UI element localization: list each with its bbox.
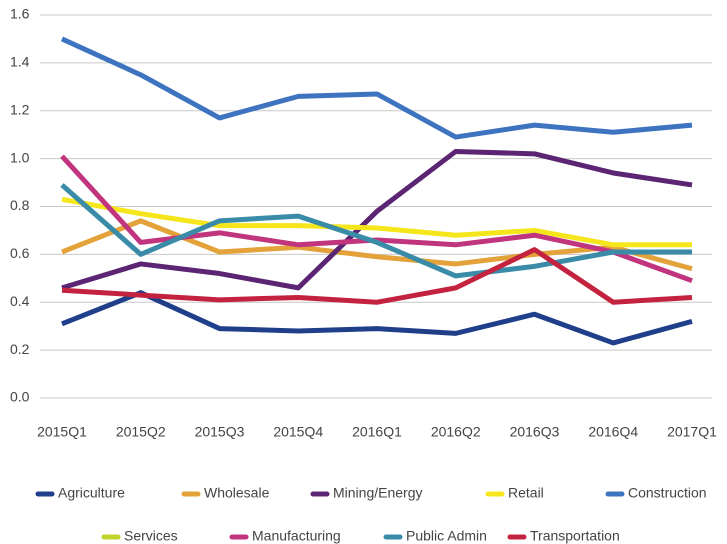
y-tick-label: 1.2 [10, 101, 30, 117]
legend-label: Retail [508, 485, 544, 501]
legend-label: Transportation [530, 528, 620, 544]
y-tick-label: 1.0 [10, 149, 30, 165]
y-tick-label: 0.0 [10, 389, 30, 405]
x-tick-label: 2015Q4 [273, 424, 323, 440]
legend-label: Agriculture [58, 485, 125, 501]
x-tick-label: 2016Q4 [588, 424, 638, 440]
x-tick-label: 2017Q1 [667, 424, 717, 440]
x-tick-label: 2015Q2 [116, 424, 166, 440]
y-tick-label: 0.6 [10, 245, 30, 261]
x-tick-label: 2016Q3 [510, 424, 560, 440]
legend-label: Manufacturing [252, 528, 341, 544]
series-line [61, 247, 693, 305]
y-tick-label: 0.2 [10, 341, 30, 357]
y-tick-label: 1.6 [10, 6, 30, 22]
legend-label: Services [124, 528, 178, 544]
legend-label: Mining/Energy [333, 485, 423, 501]
series-line [61, 290, 693, 346]
series-line [61, 218, 693, 272]
legend-label: Construction [628, 485, 707, 501]
x-tick-label: 2016Q2 [431, 424, 481, 440]
y-tick-label: 1.4 [10, 54, 30, 70]
y-tick-label: 0.4 [10, 293, 30, 309]
legend-label: Public Admin [406, 528, 487, 544]
x-tick-label: 2016Q1 [352, 424, 402, 440]
legend-label: Wholesale [204, 485, 270, 501]
x-tick-label: 2015Q1 [37, 424, 87, 440]
series-line [60, 183, 692, 279]
y-tick-label: 0.8 [10, 197, 30, 213]
x-tick-label: 2015Q3 [195, 424, 245, 440]
series-line [60, 36, 693, 140]
series-line [61, 196, 692, 248]
series-line [61, 148, 693, 291]
